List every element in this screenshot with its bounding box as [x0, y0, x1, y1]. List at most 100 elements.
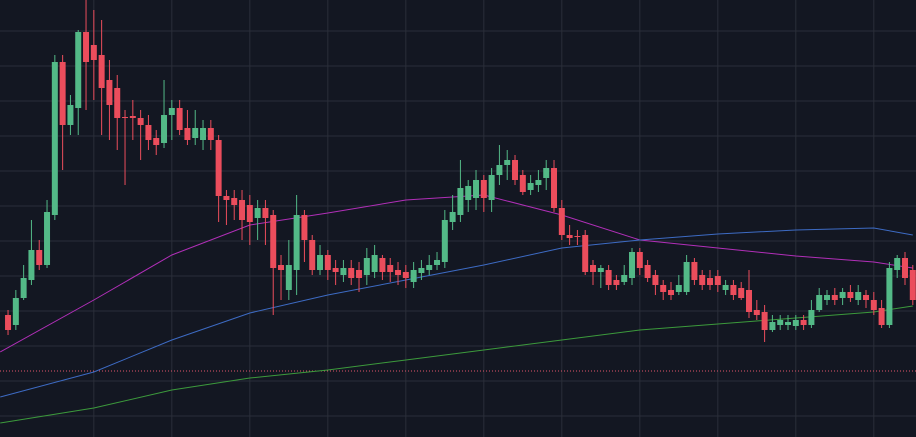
candle-body: [348, 268, 355, 278]
candle: [176, 100, 183, 135]
candle-body: [239, 200, 246, 220]
candle: [129, 100, 136, 140]
candle: [363, 248, 370, 285]
candle-body: [434, 260, 441, 265]
candle: [792, 315, 799, 330]
candle: [90, 10, 97, 100]
candle: [519, 170, 526, 195]
candle-body: [496, 165, 503, 175]
candle-body: [371, 255, 378, 272]
candle-body: [223, 196, 230, 200]
candle-body: [535, 180, 542, 185]
candle: [894, 255, 901, 278]
candle-body: [746, 290, 753, 312]
candle: [395, 262, 402, 285]
candle-body: [636, 252, 643, 268]
candle: [192, 110, 199, 145]
candle: [200, 120, 207, 150]
candle-body: [558, 208, 565, 235]
candle: [36, 240, 43, 270]
candle: [730, 280, 737, 300]
candle: [262, 200, 269, 245]
candle-body: [683, 262, 690, 292]
candle-body: [816, 295, 823, 310]
candle-body: [83, 32, 90, 62]
candle: [106, 60, 113, 140]
candle: [902, 252, 909, 285]
candle: [371, 245, 378, 278]
candle-body: [395, 270, 402, 275]
candle-body: [691, 262, 698, 280]
candle: [582, 230, 589, 275]
candle: [496, 145, 503, 185]
candle: [332, 260, 339, 285]
candle: [777, 315, 784, 330]
candle: [644, 260, 651, 282]
candle-body: [90, 45, 97, 60]
candle: [574, 230, 581, 245]
candle: [761, 305, 768, 342]
candle: [699, 270, 706, 290]
candle: [636, 248, 643, 275]
candle-body: [504, 160, 511, 165]
candle: [480, 175, 487, 212]
candle-body: [605, 270, 612, 285]
candle: [824, 290, 831, 305]
candle-body: [613, 280, 620, 285]
candle: [855, 285, 862, 305]
candle-body: [200, 128, 207, 140]
candle-body: [675, 285, 682, 292]
candle-body: [707, 278, 714, 285]
candle-body: [51, 62, 58, 215]
candle: [683, 255, 690, 295]
candle-body: [870, 300, 877, 310]
candle-body: [262, 208, 269, 218]
candle-body: [909, 270, 916, 300]
candle-body: [621, 275, 628, 282]
candle: [613, 275, 620, 290]
candle-body: [137, 118, 144, 125]
candle-body: [543, 168, 550, 178]
candle-body: [153, 138, 160, 145]
candle: [215, 135, 222, 222]
candle-body: [738, 288, 745, 298]
candle-body: [512, 160, 519, 180]
candle-body: [98, 55, 105, 88]
candle-body: [106, 80, 113, 105]
candle: [808, 300, 815, 328]
candle: [223, 190, 230, 225]
candle: [12, 290, 19, 330]
candle-body: [652, 275, 659, 285]
candle: [418, 260, 425, 280]
candle-body: [839, 292, 846, 298]
candle-body: [293, 215, 300, 270]
candle: [387, 258, 394, 282]
candle-body: [28, 250, 35, 280]
candle-body: [285, 265, 292, 290]
candle: [83, 0, 90, 110]
candle: [527, 175, 534, 195]
candle-body: [5, 315, 12, 330]
candle: [184, 110, 191, 145]
candle-body: [317, 255, 324, 270]
candle-body: [270, 215, 277, 268]
candle: [558, 200, 565, 240]
candle-body: [75, 32, 82, 108]
candle: [668, 282, 675, 300]
candle: [122, 110, 129, 185]
candle: [691, 258, 698, 285]
candle-body: [660, 285, 667, 292]
candle: [75, 30, 82, 135]
candle: [909, 265, 916, 305]
candle: [317, 245, 324, 275]
candle-body: [363, 258, 370, 275]
candle: [746, 270, 753, 318]
candle-body: [551, 168, 558, 208]
candle: [566, 225, 573, 245]
candle-body: [324, 255, 331, 270]
candle-body: [67, 105, 74, 125]
candle-body: [761, 312, 768, 330]
candle-body: [878, 308, 885, 325]
